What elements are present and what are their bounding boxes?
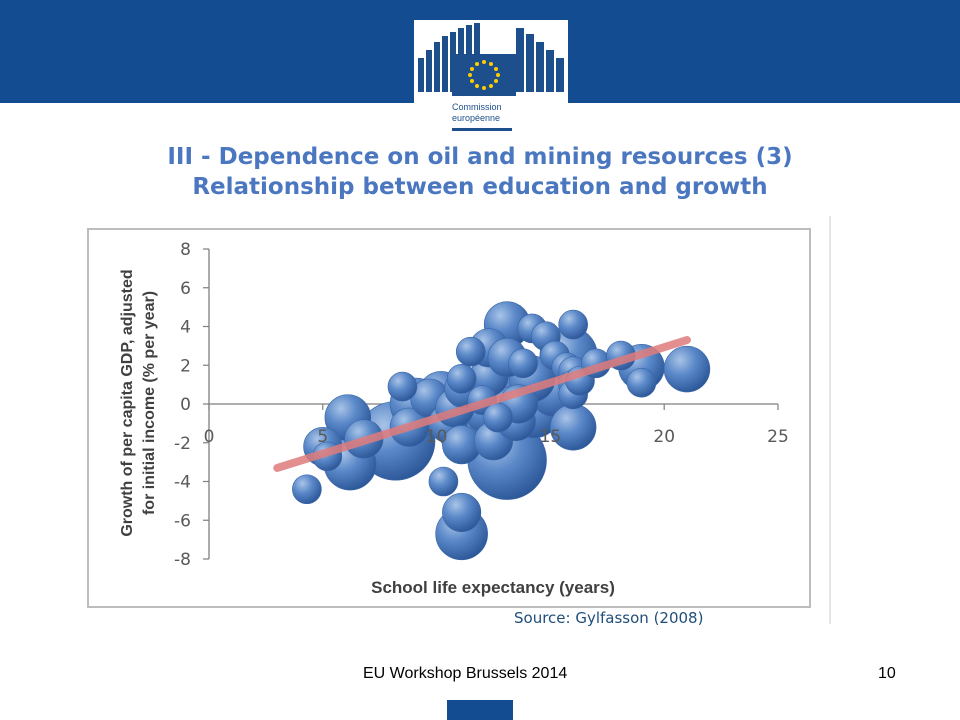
y-axis-title: Growth of per capita GDP, adjusted for in…: [119, 269, 158, 536]
y-axis-title-line1: Growth of per capita GDP, adjusted: [119, 269, 136, 536]
logo-text-line1: Commission: [452, 102, 502, 112]
y-tick-label: 2: [180, 356, 191, 376]
x-tick-label: 5: [317, 427, 328, 447]
y-tick-label: 4: [180, 318, 191, 338]
page-number: 10: [878, 665, 896, 682]
y-tick-label: -2: [174, 434, 191, 454]
chart-border: [87, 228, 811, 608]
data-point: [455, 336, 486, 367]
y-tick-label: 6: [180, 279, 191, 299]
data-point: [292, 474, 322, 505]
data-point: [483, 402, 513, 433]
slide-title: III - Dependence on oil and mining resou…: [0, 142, 960, 202]
data-point: [442, 492, 482, 533]
chart-source: Source: Gylfasson (2008): [514, 609, 704, 627]
y-axis-title-line2: for initial income (% per year): [141, 291, 158, 515]
data-point: [508, 348, 538, 379]
logo-text-line2: européenne: [452, 113, 501, 123]
y-tick-label: -8: [174, 550, 191, 570]
slide-title-line2: Relationship between education and growt…: [192, 174, 768, 200]
data-point: [626, 367, 657, 398]
data-point: [558, 309, 588, 340]
x-tick-label: 10: [426, 427, 448, 447]
y-tick-label: 0: [180, 395, 191, 415]
slide-title-line1: III - Dependence on oil and mining resou…: [167, 144, 793, 170]
data-point: [446, 364, 477, 394]
y-tick-label: -4: [174, 473, 191, 493]
commission-logo: Commission européenne: [414, 20, 568, 134]
x-tick-label: 0: [204, 427, 215, 447]
x-tick-label: 25: [767, 427, 789, 447]
y-tick-label: 8: [180, 240, 191, 260]
data-point: [663, 345, 711, 393]
data-point: [428, 466, 459, 497]
footer-text: EU Workshop Brussels 2014: [363, 665, 568, 682]
x-tick-label: 15: [540, 427, 562, 447]
y-tick-label: -6: [174, 511, 191, 531]
data-point: [387, 371, 418, 402]
x-tick-label: 20: [653, 427, 675, 447]
trend-line: [273, 336, 691, 472]
berlaymont-logo-icon: [418, 23, 564, 131]
footer-tab: [447, 700, 513, 720]
x-axis-title: School life expectancy (years): [371, 578, 615, 597]
